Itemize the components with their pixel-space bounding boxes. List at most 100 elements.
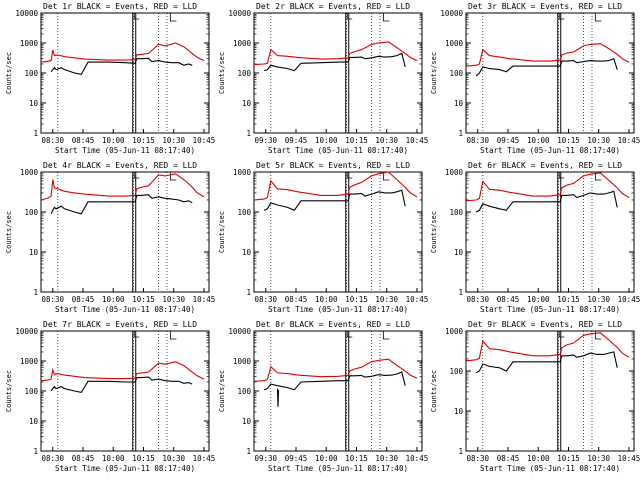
- x-tick-label: 10:30: [587, 454, 610, 463]
- x-tick-label: 08:45: [285, 295, 308, 304]
- plot-frame: [40, 330, 210, 452]
- y-tick-label: 10000: [15, 9, 38, 18]
- detector-panel-5: Det 5r BLACK = Events, RED = LLD 1 10 100 10…: [218, 161, 428, 314]
- y-tick-label: 10: [454, 99, 464, 108]
- x-tick-label: 09:45: [285, 454, 308, 463]
- plot-frame: [253, 12, 423, 134]
- plot-frame: [40, 12, 210, 134]
- panel-title: Det 1r BLACK = Events, RED = LLD: [43, 2, 197, 11]
- y-tick-label: 100: [24, 387, 38, 396]
- x-axis-label: Start Time (05-Jun-11 08:17:40): [55, 305, 195, 314]
- x-tick-label: 08:45: [72, 454, 95, 463]
- x-tick-label: 10:15: [557, 295, 580, 304]
- series-lld-line: [465, 43, 630, 67]
- y-tick-label: 10: [454, 248, 464, 257]
- detector-panel-6: Det 6r BLACK = Events, RED = LLD 1 10 100 10…: [430, 161, 640, 314]
- x-tick-label: 10:00: [315, 136, 338, 145]
- y-tick-label: 10000: [228, 9, 251, 18]
- x-tick-label: 09:30: [254, 136, 277, 145]
- x-axis-label: Start Time (05-Jun-11 08:17:40): [55, 146, 195, 155]
- x-tick-label: 10:00: [102, 136, 125, 145]
- x-tick-label: 10:00: [315, 454, 338, 463]
- series-events-line: [475, 351, 618, 374]
- x-tick-label: 10:30: [587, 295, 610, 304]
- panel-title: Det 7r BLACK = Events, RED = LLD: [43, 320, 197, 329]
- y-tick-label: 100: [24, 69, 38, 78]
- y-tick-label: 100: [237, 387, 251, 396]
- x-tick-label: 08:45: [72, 136, 95, 145]
- y-axis-label: Counts/sec: [218, 211, 226, 253]
- x-axis-label: Start Time (05-Jun-11 08:17:40): [268, 146, 408, 155]
- x-tick-label: 10:45: [193, 295, 216, 304]
- y-tick-label: 1: [458, 447, 463, 456]
- x-tick-label: 10:45: [618, 454, 640, 463]
- x-tick-label: 08:30: [466, 454, 489, 463]
- series-spike-line: [276, 388, 280, 407]
- y-axis-label: Counts/sec: [5, 52, 13, 94]
- y-tick-label: 10: [242, 99, 252, 108]
- x-axis-label: Start Time (05-Jun-11 08:17:40): [480, 305, 620, 314]
- y-tick-label: 1: [246, 288, 251, 297]
- x-tick-label: 10:30: [162, 136, 185, 145]
- marker-tick-1: [558, 13, 565, 20]
- marker-tick-2: [382, 13, 390, 22]
- y-tick-label: 100: [449, 367, 463, 376]
- panel-title: Det 6r BLACK = Events, RED = LLD: [468, 161, 622, 170]
- x-axis-label: Start Time (05-Jun-11 08:17:40): [268, 464, 408, 473]
- x-tick-label: 08:45: [72, 295, 95, 304]
- series-lld-line: [253, 171, 418, 201]
- marker-tick-2: [594, 13, 602, 22]
- y-axis-label: Counts/sec: [430, 211, 438, 253]
- x-tick-label: 10:15: [132, 136, 155, 145]
- x-tick-label: 10:00: [527, 454, 550, 463]
- plot-frame: [465, 171, 635, 293]
- panel-title: Det 9r BLACK = Events, RED = LLD: [468, 320, 622, 329]
- x-tick-label: 10:15: [557, 136, 580, 145]
- y-tick-label: 1000: [20, 357, 39, 366]
- y-tick-label: 1: [33, 129, 38, 138]
- x-tick-label: 10:45: [618, 295, 640, 304]
- x-tick-label: 10:45: [618, 136, 640, 145]
- y-tick-label: 10: [242, 417, 252, 426]
- y-axis-label: Counts/sec: [218, 370, 226, 412]
- series-events-line: [263, 52, 406, 72]
- panel-title: Det 4r BLACK = Events, RED = LLD: [43, 161, 197, 170]
- y-tick-label: 10000: [440, 9, 463, 18]
- series-events-line: [50, 194, 193, 215]
- x-axis-label: Start Time (05-Jun-11 08:17:40): [480, 464, 620, 473]
- series-events-line: [50, 376, 193, 394]
- y-tick-label: 1: [458, 129, 463, 138]
- y-tick-label: 10: [29, 99, 39, 108]
- x-tick-label: 08:45: [497, 454, 520, 463]
- marker-tick-1: [346, 172, 353, 179]
- y-tick-label: 1000: [20, 39, 39, 48]
- detector-panel-3: Det 3r BLACK = Events, RED = LLD 1 10 100 10…: [430, 2, 640, 155]
- x-tick-label: 10:15: [557, 454, 580, 463]
- plot-frame: [40, 171, 210, 293]
- y-tick-label: 100: [449, 69, 463, 78]
- panel-title: Det 3r BLACK = Events, RED = LLD: [468, 2, 622, 11]
- x-axis-label: Start Time (05-Jun-11 08:17:40): [55, 464, 195, 473]
- y-tick-label: 1000: [20, 168, 39, 177]
- marker-tick-2: [382, 331, 390, 340]
- x-tick-label: 10:45: [193, 454, 216, 463]
- x-tick-label: 10:15: [345, 295, 368, 304]
- x-tick-label: 10:15: [345, 454, 368, 463]
- y-tick-label: 1000: [233, 357, 252, 366]
- x-tick-label: 10:45: [193, 136, 216, 145]
- x-tick-label: 10:00: [315, 295, 338, 304]
- y-tick-label: 100: [449, 208, 463, 217]
- marker-tick-2: [169, 13, 177, 22]
- y-axis-label: Counts/sec: [5, 211, 13, 253]
- x-tick-label: 08:45: [497, 295, 520, 304]
- y-axis-label: Counts/sec: [218, 52, 226, 94]
- detector-panel-7: Det 7r BLACK = Events, RED = LLD 1 10 100 10…: [5, 320, 215, 473]
- y-tick-label: 1: [458, 288, 463, 297]
- series-lld-line: [465, 172, 630, 202]
- series-events-line: [50, 57, 193, 76]
- detector-panel-2: Det 2r BLACK = Events, RED = LLD 1 10 100 10…: [218, 2, 428, 155]
- y-tick-label: 1000: [233, 168, 252, 177]
- x-tick-label: 09:45: [497, 136, 520, 145]
- y-tick-label: 10: [29, 417, 39, 426]
